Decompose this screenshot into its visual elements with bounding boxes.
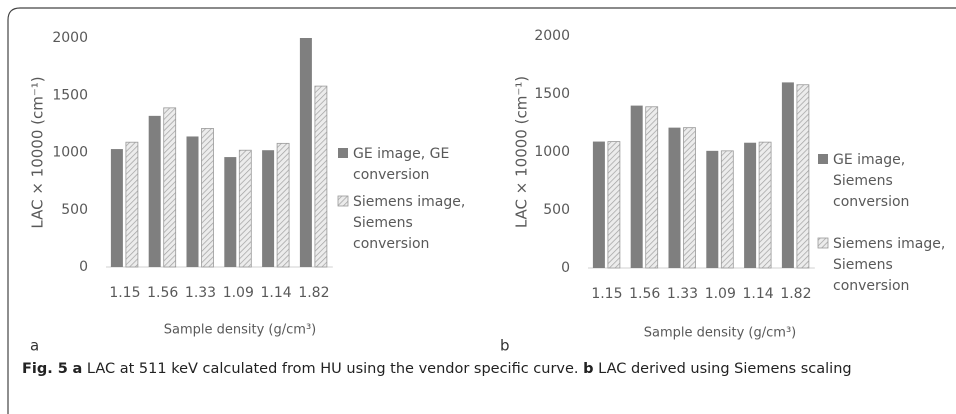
bar [668,127,681,268]
bar [758,141,772,269]
bar [186,136,199,267]
panel-label: a [30,337,39,355]
bar [630,105,643,268]
bar [238,149,252,268]
caption-tag: b [583,361,594,377]
bar [683,127,696,269]
bar [645,106,659,269]
legend-swatch [337,195,349,207]
caption: Fig. 5 a LAC at 511 keV calculated from … [22,357,922,382]
y-tick-label: 1500 [534,86,570,102]
bar [796,84,810,269]
bar [744,142,757,268]
legend-label: GE image, GE conversion [353,146,450,183]
y-tick-label: 2000 [52,30,88,46]
bar [720,150,734,269]
caption-tag: a [72,361,83,377]
y-tick-label: 2000 [534,28,570,44]
x-tick-label: 1.82 [780,286,811,302]
x-tick-label: 1.33 [185,285,216,301]
bar [276,142,290,268]
x-tick-label: 1.15 [591,286,622,302]
x-tick-label: 1.33 [667,286,698,302]
x-tick-label: 1.15 [109,285,140,301]
legend-label: Siemens image, Siemens conversion [833,236,946,294]
y-tick-label: 1000 [534,144,570,160]
x-axis-title: Sample density (g/cm³) [164,323,316,338]
bar [781,82,794,269]
caption-label: Fig. 5 [22,361,68,377]
caption-text: LAC at 511 keV calculated from HU using … [86,361,579,377]
bar [299,38,312,267]
bar [314,85,328,268]
y-tick-label: 1500 [52,87,88,103]
x-tick-label: 1.09 [705,286,736,302]
bar [110,149,123,267]
bar [607,141,621,269]
y-tick-label: 1000 [52,145,88,161]
legend-label: Siemens image, Siemens conversion [353,194,466,252]
x-tick-label: 1.82 [298,285,329,301]
x-tick-label: 1.56 [629,286,660,302]
bar [201,128,214,268]
y-axis-title: LAC × 10000 (cm⁻¹) [29,76,47,228]
legend-label: GE image, Siemens conversion [833,152,910,210]
caption-text: LAC derived using Siemens scaling [598,361,852,377]
x-tick-label: 1.14 [743,286,774,302]
y-tick-label: 0 [79,259,88,275]
x-axis-title: Sample density (g/cm³) [644,326,796,341]
bar [163,107,177,268]
bar [262,150,275,267]
bar [592,141,605,268]
y-tick-label: 500 [543,202,570,218]
x-tick-label: 1.56 [147,285,178,301]
legend-swatch [817,237,829,249]
x-tick-label: 1.09 [223,285,254,301]
panel-label: b [500,337,510,355]
bar [224,157,237,267]
legend-swatch [818,154,828,164]
figure-border [7,7,956,414]
y-axis-title: LAC × 10000 (cm⁻¹) [513,76,531,228]
bar [125,141,139,268]
bar [706,150,719,268]
y-tick-label: 0 [561,260,570,276]
x-tick-label: 1.14 [261,285,292,301]
legend-swatch [338,148,348,158]
bar [148,115,161,267]
y-tick-label: 500 [61,202,88,218]
